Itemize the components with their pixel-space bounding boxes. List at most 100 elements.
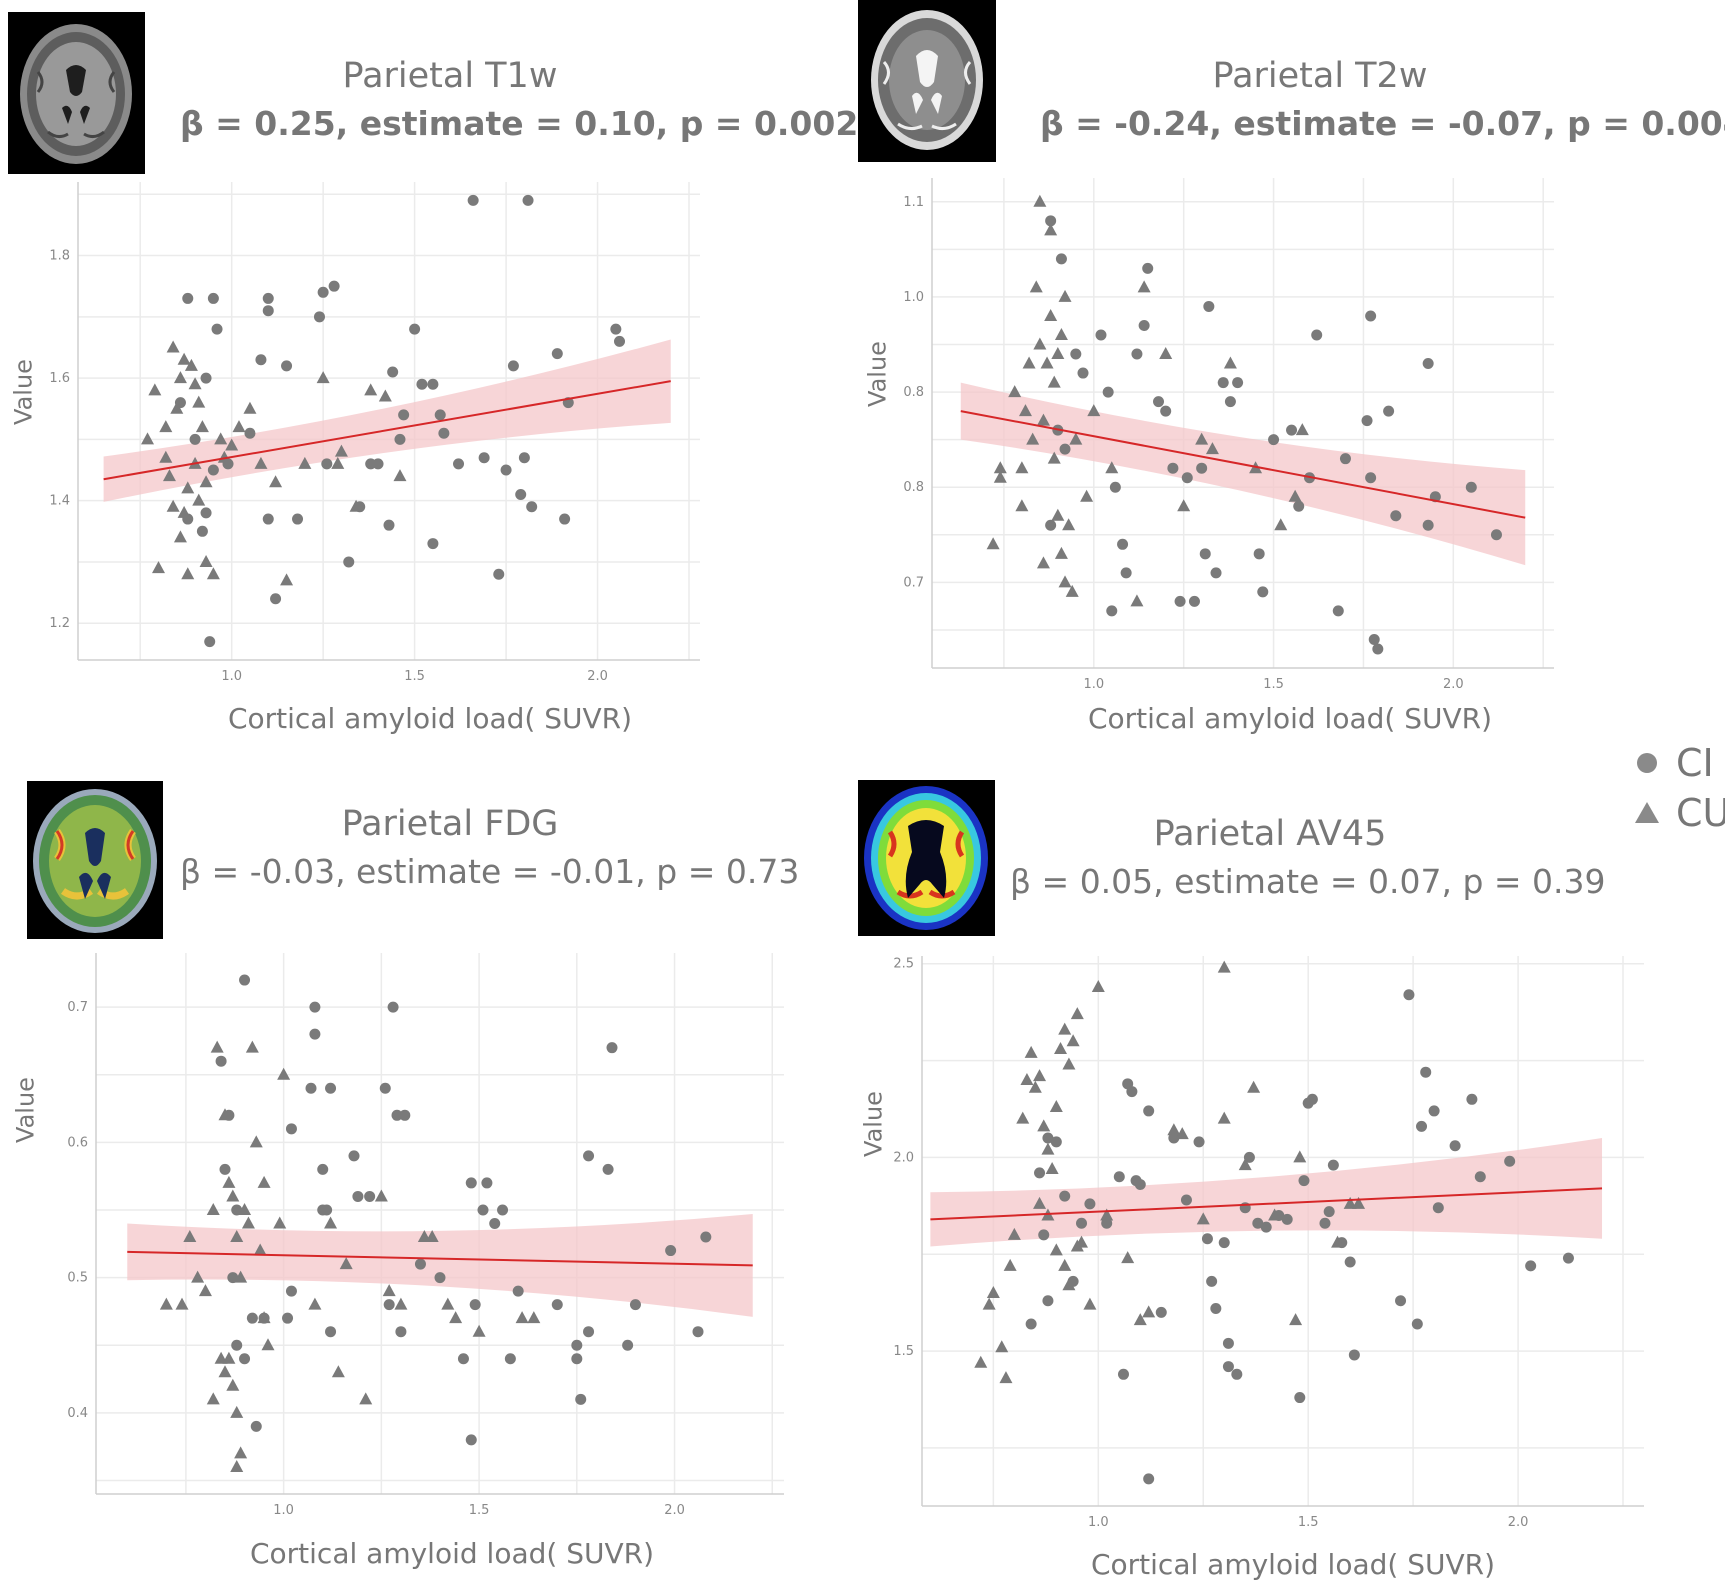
point-cu bbox=[339, 1257, 353, 1270]
point-ci bbox=[1076, 1217, 1088, 1229]
y-tick-label: 1.2 bbox=[49, 616, 70, 631]
point-cu bbox=[1217, 1111, 1231, 1124]
point-ci bbox=[1348, 1349, 1360, 1361]
point-cu bbox=[1033, 194, 1047, 207]
point-cu bbox=[324, 1216, 338, 1229]
point-cu bbox=[1087, 404, 1101, 417]
point-ci bbox=[1319, 1217, 1331, 1229]
point-cu bbox=[441, 1297, 455, 1310]
point-ci bbox=[497, 1204, 509, 1216]
title-av45: Parietal AV45 β = 0.05, estimate = 0.07,… bbox=[1010, 814, 1606, 901]
point-cu bbox=[515, 1311, 529, 1324]
point-ci bbox=[1084, 1198, 1096, 1210]
point-ci bbox=[438, 427, 450, 439]
point-ci bbox=[1196, 462, 1208, 474]
y-tick-label: 0.6 bbox=[67, 1135, 88, 1150]
point-ci bbox=[465, 1177, 477, 1189]
x-axis-label: Cortical amyloid load( SUVR) bbox=[228, 702, 632, 735]
legend-item-cu: CU bbox=[1634, 788, 1725, 838]
point-ci bbox=[571, 1353, 583, 1365]
point-ci bbox=[1298, 1175, 1310, 1187]
point-ci bbox=[1160, 405, 1172, 417]
point-ci bbox=[207, 464, 219, 476]
point-ci bbox=[1167, 462, 1179, 474]
point-cu bbox=[1137, 280, 1151, 293]
y-tick-label: 1.1 bbox=[903, 195, 924, 210]
point-ci bbox=[1045, 519, 1057, 531]
point-cu bbox=[151, 561, 165, 574]
point-cu bbox=[188, 377, 202, 390]
point-cu bbox=[1036, 556, 1050, 569]
point-cu bbox=[225, 438, 239, 451]
point-cu bbox=[331, 1365, 345, 1378]
point-cu bbox=[308, 1297, 322, 1310]
y-tick-label: 1.0 bbox=[903, 290, 924, 305]
point-ci bbox=[292, 513, 304, 525]
point-cu bbox=[1091, 979, 1105, 992]
point-ci bbox=[1372, 643, 1384, 655]
x-tick-label: 2.0 bbox=[1443, 677, 1464, 692]
point-ci bbox=[317, 286, 329, 298]
point-cu bbox=[1041, 1142, 1055, 1155]
point-ci bbox=[391, 1109, 403, 1121]
point-ci bbox=[1224, 396, 1236, 408]
point-cu bbox=[986, 1285, 1000, 1298]
point-ci bbox=[239, 1353, 251, 1365]
point-ci bbox=[434, 1272, 446, 1284]
point-ci bbox=[575, 1393, 587, 1405]
point-ci bbox=[394, 433, 406, 445]
point-cu bbox=[1343, 1196, 1357, 1209]
point-cu bbox=[214, 432, 228, 445]
y-tick-label: 1.5 bbox=[893, 1344, 914, 1359]
point-cu bbox=[199, 554, 213, 567]
point-cu bbox=[191, 1270, 205, 1283]
legend-label: CU bbox=[1676, 791, 1725, 835]
point-ci bbox=[1142, 262, 1154, 274]
point-cu bbox=[1054, 546, 1068, 559]
x-tick-label: 1.5 bbox=[469, 1503, 490, 1518]
point-cu bbox=[1045, 1162, 1059, 1175]
point-cu bbox=[175, 1297, 189, 1310]
point-ci bbox=[281, 360, 293, 372]
region-title: Parietal T2w bbox=[1212, 56, 1428, 96]
point-cu bbox=[393, 469, 407, 482]
point-ci bbox=[467, 194, 479, 206]
point-ci bbox=[1055, 253, 1067, 265]
point-ci bbox=[231, 1339, 243, 1351]
point-cu bbox=[1062, 1278, 1076, 1291]
point-ci bbox=[200, 507, 212, 519]
point-ci bbox=[559, 513, 571, 525]
point-cu bbox=[173, 530, 187, 543]
point-ci bbox=[500, 464, 512, 476]
point-cu bbox=[1223, 356, 1237, 369]
region-title: Parietal FDG bbox=[341, 804, 559, 844]
point-ci bbox=[571, 1339, 583, 1351]
point-cu bbox=[1121, 1251, 1135, 1264]
point-ci bbox=[1395, 1295, 1407, 1307]
point-ci bbox=[414, 1258, 426, 1270]
point-ci bbox=[321, 458, 333, 470]
point-ci bbox=[1117, 1368, 1129, 1380]
point-ci bbox=[1070, 348, 1082, 360]
point-ci bbox=[262, 292, 274, 304]
y-tick-label: 0.8 bbox=[903, 385, 924, 400]
point-ci bbox=[207, 292, 219, 304]
point-ci bbox=[1222, 1337, 1234, 1349]
y-tick-label: 2.5 bbox=[893, 957, 914, 972]
point-cu bbox=[1054, 327, 1068, 340]
point-cu bbox=[181, 567, 195, 580]
point-ci bbox=[1257, 586, 1269, 598]
point-ci bbox=[1243, 1151, 1255, 1163]
point-cu bbox=[261, 1338, 275, 1351]
point-cu bbox=[1331, 1235, 1345, 1248]
circle-marker-icon bbox=[1637, 753, 1657, 773]
point-ci bbox=[1109, 481, 1121, 493]
point-ci bbox=[692, 1326, 704, 1338]
point-cu bbox=[1049, 1243, 1063, 1256]
point-cu bbox=[374, 1189, 388, 1202]
point-ci bbox=[507, 360, 519, 372]
point-ci bbox=[1422, 519, 1434, 531]
point-ci bbox=[1311, 329, 1323, 341]
point-cu bbox=[382, 1284, 396, 1297]
point-ci bbox=[285, 1285, 297, 1297]
